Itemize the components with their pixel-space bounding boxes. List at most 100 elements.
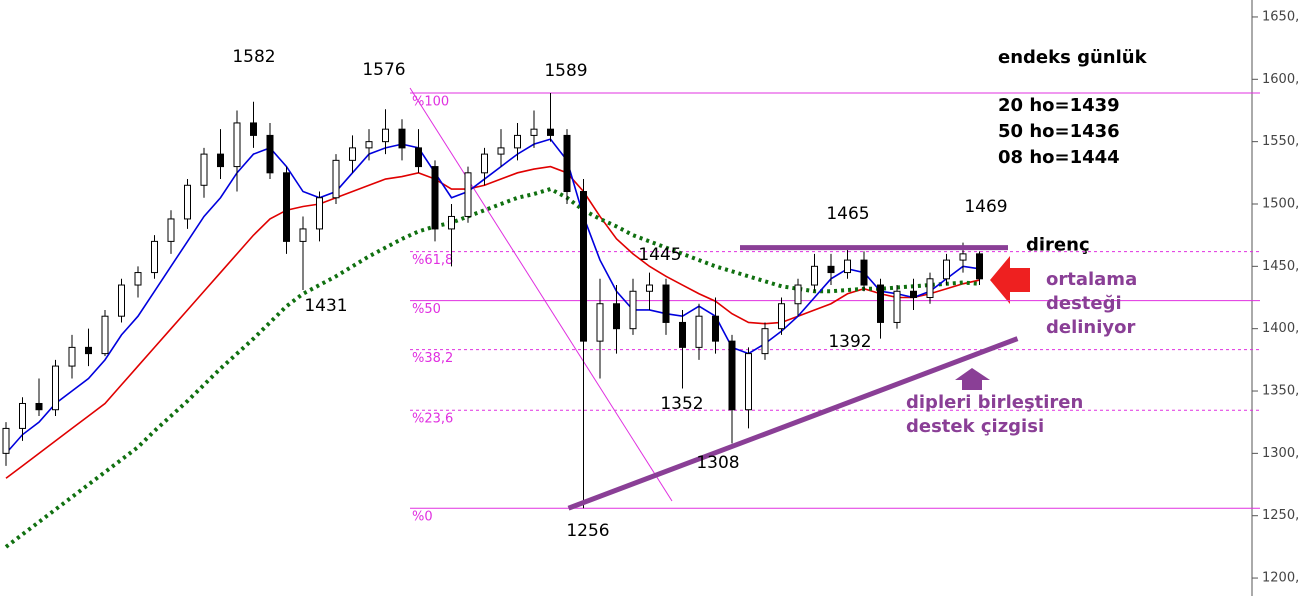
ma-line [5, 165, 980, 479]
candle-body [563, 134, 571, 193]
candle-body [580, 191, 587, 342]
candle-body [2, 427, 10, 454]
candle-body [910, 290, 917, 299]
extreme-label: 1431 [304, 296, 347, 316]
candle-body [745, 353, 752, 411]
candle-body [728, 340, 736, 411]
extreme-label: 1469 [964, 197, 1007, 217]
resistance-label: direnç [1026, 235, 1090, 256]
ma-note: ortalama [1046, 269, 1137, 290]
candle-body [85, 346, 92, 355]
candle-body [19, 402, 26, 429]
candle-body [431, 166, 439, 230]
candle-body [134, 272, 142, 286]
candle-body [794, 284, 802, 305]
candle-body [283, 172, 290, 242]
candle-body [547, 128, 554, 136]
y-tick-label: 1650, [1262, 9, 1299, 24]
candle-body [316, 197, 323, 230]
candle-body [52, 365, 59, 411]
y-tick-label: 1500, [1262, 196, 1299, 211]
candle-body [497, 147, 505, 155]
candle-body [646, 284, 653, 292]
candle-body [101, 315, 109, 355]
fib-label: %50 [412, 302, 441, 317]
candle-body [712, 315, 719, 342]
candle-body [629, 290, 637, 330]
extreme-label: 1576 [362, 60, 405, 80]
extreme-label: 1256 [566, 521, 609, 541]
candle-body [893, 290, 901, 323]
support-note: destek çizgisi [906, 416, 1044, 437]
y-tick-label: 1300, [1262, 446, 1299, 461]
candle-body [464, 172, 472, 217]
y-tick-label: 1600, [1262, 72, 1299, 87]
support-line [567, 336, 1019, 511]
y-tick-label: 1550, [1262, 134, 1299, 149]
legend-entry: 50 ho=1436 [998, 121, 1120, 142]
candle-body [877, 284, 884, 323]
candle-body [976, 253, 983, 280]
candle-body [827, 265, 835, 274]
candle-body [778, 303, 785, 330]
fib-label: %0 [412, 510, 433, 525]
candle-body [68, 346, 76, 367]
candle-body [233, 122, 241, 168]
candle-body [844, 259, 851, 274]
fib-label: %100 [412, 95, 449, 110]
candle-body [514, 134, 521, 149]
candle-body [415, 147, 422, 168]
up-arrow [955, 368, 990, 390]
fib-diagonal [409, 87, 673, 502]
candle-body [613, 303, 620, 330]
candle-body [365, 141, 373, 149]
candle-body [118, 284, 125, 317]
candle-body [811, 265, 818, 286]
candle-body [943, 259, 950, 280]
candle-body [481, 153, 488, 174]
extreme-label: 1308 [696, 453, 739, 473]
candle-body [299, 228, 307, 242]
candle-body [349, 147, 356, 161]
candle-body [695, 315, 703, 348]
candle-body [217, 153, 224, 168]
candle-body [860, 259, 868, 286]
candle-body [332, 159, 340, 199]
candle-body [382, 128, 389, 143]
candle-body [167, 218, 175, 242]
y-tick-label: 1200, [1262, 571, 1299, 586]
ma-note: desteği [1046, 293, 1122, 314]
extreme-label: 1352 [660, 394, 703, 414]
extreme-label: 1582 [232, 47, 275, 67]
extreme-label: 1465 [826, 204, 869, 224]
legend-entry: 08 ho=1444 [998, 147, 1120, 168]
candle-body [959, 253, 967, 261]
y-tick-label: 1450, [1262, 259, 1299, 274]
candle-body [398, 128, 406, 149]
candle-body [761, 328, 769, 355]
ma-note: deliniyor [1046, 317, 1136, 338]
candle-body [530, 128, 538, 136]
candle-body [448, 215, 455, 230]
candle-body [151, 240, 158, 274]
y-tick-label: 1350, [1262, 384, 1299, 399]
fib-label: %23,6 [412, 412, 453, 427]
candle-body [679, 321, 686, 348]
candle-body [250, 122, 257, 136]
chart-title: endeks günlük [998, 47, 1148, 68]
support-note: dipleri birleştiren [906, 392, 1083, 413]
red-arrow [990, 256, 1030, 304]
candle-body [596, 303, 604, 342]
candle-body [926, 278, 934, 299]
fib-label: %61,8 [412, 253, 453, 268]
candle-body [184, 184, 191, 220]
extreme-label: 1445 [638, 245, 681, 265]
y-tick-label: 1250, [1262, 508, 1299, 523]
y-tick-label: 1400, [1262, 321, 1299, 336]
candle-body [200, 153, 208, 186]
candle-body [662, 284, 670, 323]
candle-body [35, 402, 43, 411]
extreme-label: 1392 [828, 332, 871, 352]
legend-entry: 20 ho=1439 [998, 95, 1120, 116]
